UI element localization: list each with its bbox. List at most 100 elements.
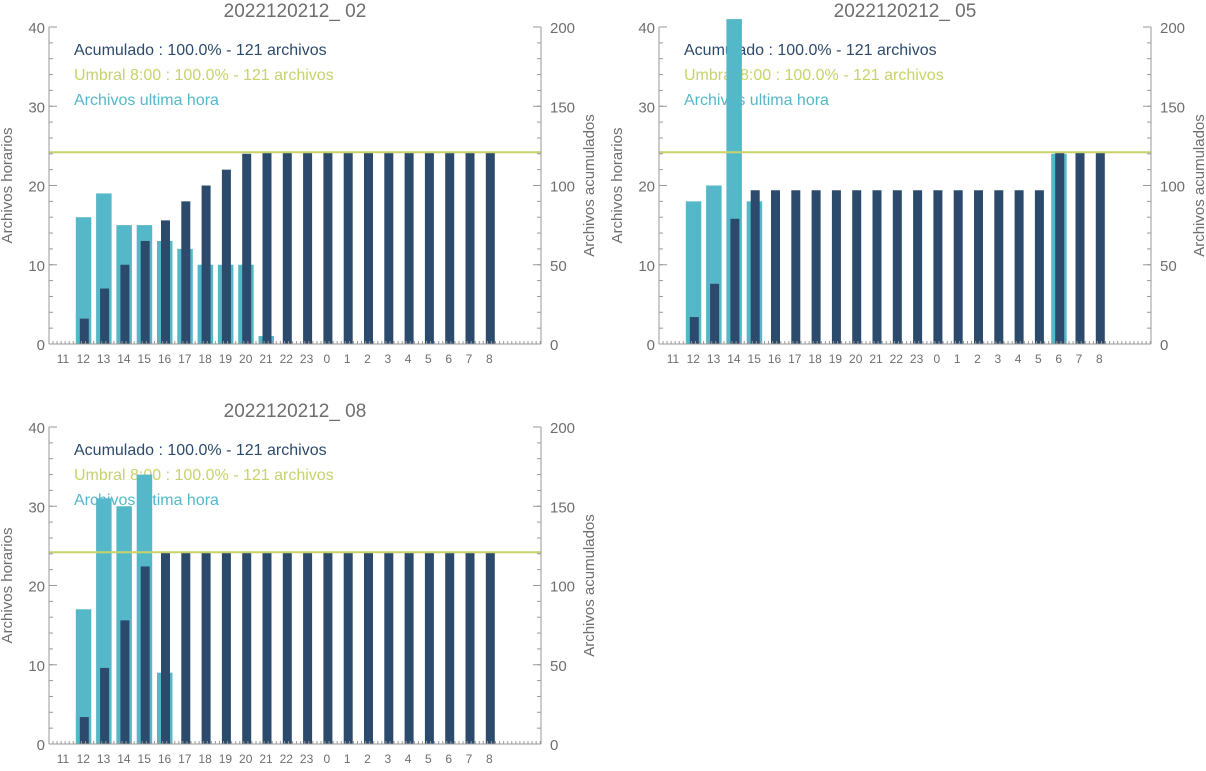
cumulative-bar xyxy=(710,283,720,344)
y-tick-label: 40 xyxy=(638,20,655,37)
cumulative-bar xyxy=(221,552,231,744)
x-tick-label: 2 xyxy=(974,352,981,366)
x-tick-label: 21 xyxy=(869,352,883,366)
cumulative-bar xyxy=(852,190,862,344)
x-tick-label: 20 xyxy=(239,752,253,766)
y-tick-label: 10 xyxy=(28,658,45,675)
cumulative-bar xyxy=(445,152,455,344)
y-tick-label: 40 xyxy=(28,20,45,37)
cumulative-bar xyxy=(323,552,333,744)
cumulative-bar xyxy=(689,317,699,344)
legend-threshold: Umbral 8:00 : 100.0% - 121 archivos xyxy=(74,467,334,484)
y-tick-label: 20 xyxy=(638,179,655,196)
cumulative-bar xyxy=(933,190,943,344)
x-tick-label: 4 xyxy=(405,752,412,766)
y2-tick-label: 50 xyxy=(1160,258,1177,275)
y2-tick-label: 100 xyxy=(550,579,575,596)
x-tick-label: 6 xyxy=(445,352,452,366)
x-tick-label: 17 xyxy=(178,752,192,766)
x-tick-label: 17 xyxy=(178,352,192,366)
cumulative-bar xyxy=(242,153,252,344)
y-tick-label: 40 xyxy=(28,420,45,437)
cumulative-bar xyxy=(771,190,780,344)
x-tick-label: 19 xyxy=(219,752,233,766)
cumulative-bar xyxy=(303,552,313,744)
chart-panel-05: 2022120212_ 05 Acumulado : 100.0% - 121 a… xyxy=(609,1,1206,366)
y2-tick-label: 50 xyxy=(550,258,567,275)
chart-title: 2022120212_ 02 xyxy=(224,1,367,22)
x-tick-label: 11 xyxy=(57,352,70,366)
cumulative-bar xyxy=(282,152,292,344)
x-tick-label: 16 xyxy=(158,752,172,766)
chart-title: 2022120212_ 08 xyxy=(224,401,367,422)
legend-threshold: Umbral 8:00 : 100.0% - 121 archivos xyxy=(74,67,334,84)
cumulative-bar xyxy=(1014,190,1024,344)
cumulative-bar xyxy=(161,552,170,744)
cumulative-bar xyxy=(343,152,353,344)
x-tick-label: 13 xyxy=(707,352,721,366)
y-tick-label: 0 xyxy=(37,337,45,354)
x-tick-label: 19 xyxy=(829,352,843,366)
x-tick-label: 13 xyxy=(97,752,111,766)
y2-tick-label: 200 xyxy=(550,420,575,437)
cumulative-bar xyxy=(100,667,110,744)
cumulative-bar xyxy=(323,152,333,344)
cumulative-bar xyxy=(424,152,434,344)
cumulative-bar xyxy=(1095,152,1105,344)
x-tick-label: 12 xyxy=(77,352,91,366)
x-tick-label: 3 xyxy=(994,352,1001,366)
x-tick-label: 22 xyxy=(280,752,294,766)
cumulative-bar xyxy=(1075,152,1085,344)
cumulative-bar xyxy=(221,169,231,344)
x-tick-label: 1 xyxy=(344,352,351,366)
x-tick-label: 22 xyxy=(280,352,294,366)
y-axis-label: Archivos horarios xyxy=(0,528,16,644)
cumulative-bar xyxy=(994,190,1004,344)
cumulative-bar xyxy=(303,152,313,344)
cumulative-bar xyxy=(445,552,455,744)
y-tick-label: 0 xyxy=(37,737,45,754)
x-tick-label: 1 xyxy=(954,352,961,366)
legend-threshold: Umbral 8:00 : 100.0% - 121 archivos xyxy=(684,67,944,84)
cumulative-bar xyxy=(404,152,414,344)
y2-tick-label: 150 xyxy=(550,99,575,116)
x-tick-label: 7 xyxy=(466,352,473,366)
x-tick-label: 15 xyxy=(138,352,152,366)
y2-tick-label: 150 xyxy=(1160,99,1185,116)
y2-tick-label: 0 xyxy=(1160,337,1168,354)
x-tick-label: 21 xyxy=(259,752,273,766)
x-tick-label: 6 xyxy=(445,752,452,766)
legend-cumulative: Acumulado : 100.0% - 121 archivos xyxy=(684,42,937,59)
cumulative-bar xyxy=(120,264,130,344)
x-tick-label: 15 xyxy=(748,352,762,366)
cumulative-bar xyxy=(974,190,983,344)
legend-cumulative: Acumulado : 100.0% - 121 archivos xyxy=(74,42,327,59)
x-tick-label: 12 xyxy=(687,352,701,366)
x-tick-label: 20 xyxy=(239,352,253,366)
x-tick-label: 8 xyxy=(1096,352,1103,366)
legend-hourly: Archivos ultima hora xyxy=(74,92,219,109)
cumulative-bar xyxy=(79,318,89,344)
y2-axis-label: Archivos acumulados xyxy=(1191,114,1206,257)
x-tick-label: 16 xyxy=(768,352,782,366)
cumulative-bar xyxy=(872,190,882,344)
cumulative-bar xyxy=(201,185,211,344)
y-axis-label: Archivos horarios xyxy=(609,128,626,244)
y-tick-label: 30 xyxy=(638,99,655,116)
x-tick-label: 12 xyxy=(77,752,91,766)
y-tick-label: 0 xyxy=(647,337,655,354)
y-tick-label: 30 xyxy=(28,499,45,516)
x-tick-label: 2 xyxy=(364,352,371,366)
cumulative-bar xyxy=(181,201,191,344)
cumulative-bar xyxy=(811,190,821,344)
cumulative-bar xyxy=(465,552,475,744)
cumulative-bar xyxy=(1055,152,1065,344)
y-tick-label: 20 xyxy=(28,179,45,196)
x-tick-label: 0 xyxy=(324,752,331,766)
y2-tick-label: 200 xyxy=(1160,20,1185,37)
x-tick-label: 5 xyxy=(1035,352,1042,366)
x-tick-label: 23 xyxy=(910,352,924,366)
x-tick-label: 22 xyxy=(890,352,904,366)
cumulative-bar xyxy=(750,190,760,344)
x-tick-label: 2 xyxy=(364,752,371,766)
